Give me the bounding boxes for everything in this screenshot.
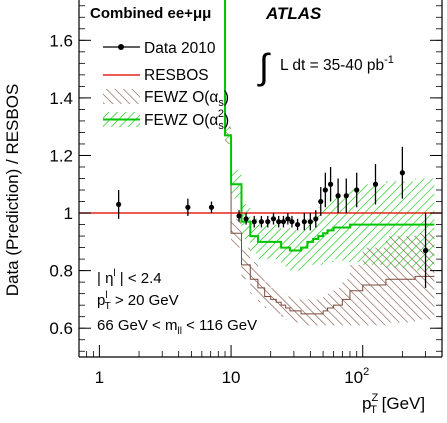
integral-symbol: ∫ [257, 46, 271, 87]
data-point [372, 164, 379, 205]
data-point [313, 210, 319, 228]
y-axis-title: Data (Prediction) / RESBOS [3, 84, 22, 297]
y-tick-label: 0.6 [49, 319, 73, 338]
data-point [276, 215, 282, 228]
cut-mass-label: 66 GeV < mll < 116 GeV [97, 317, 257, 337]
svg-text:FEWZ O(αs): FEWZ O(αs) [144, 89, 229, 109]
x-tick-label-100: 102 [344, 366, 369, 387]
fewz1-band [225, 0, 435, 326]
data-point [280, 215, 287, 228]
cut-pt-label: pl T > 20 GeV [97, 290, 179, 312]
data-point [236, 210, 242, 222]
data-point [343, 178, 349, 214]
data-point [327, 166, 334, 202]
x-axis-title: pZ T [GeV] [362, 392, 425, 416]
combined-label: Combined ee+μμ [90, 5, 211, 22]
fewz1-line [224, 0, 435, 315]
data-point [270, 213, 277, 225]
y-tick-label: 0.8 [49, 262, 73, 281]
data-point [301, 213, 307, 231]
y-tick-label: 1.4 [49, 89, 73, 108]
legend-entry-resbos: RESBOS [103, 67, 209, 84]
atlas-label: ATLAS [265, 4, 322, 23]
lumi-label: L dt = 35-40 pb-1 [280, 54, 394, 74]
axis-labels: Data (Prediction) / RESBOS pZ T [GeV] [3, 84, 425, 416]
data-point [289, 215, 295, 228]
cut-eta-label: | ηl | < 2.4 [97, 268, 162, 287]
data-point [243, 213, 249, 225]
data-point [185, 198, 191, 216]
data-point [422, 213, 429, 288]
data-point [354, 172, 360, 208]
x-tick-label: 1 [95, 368, 104, 387]
data-point [265, 215, 271, 228]
data-point [335, 178, 341, 214]
data-point [285, 213, 291, 225]
data-point [251, 215, 257, 228]
data-point [322, 172, 328, 208]
axes: 0.6 0.8 1 1.2 1.4 1.6 1 10 102 [49, 0, 443, 387]
data-point [294, 218, 301, 231]
legend-entry-fewz2: FEWZ O(αs2) [103, 108, 229, 132]
legend-entry-fewz1: FEWZ O(αs) [103, 89, 229, 109]
fewz2-band [225, 0, 435, 271]
prediction-bands [225, 0, 435, 326]
y-tick-label: 1.2 [49, 146, 73, 165]
data-point [307, 213, 313, 231]
data-point [208, 201, 215, 214]
y-tick-label: 1.6 [49, 31, 73, 50]
svg-text:FEWZ O(αs2): FEWZ O(αs2) [144, 108, 229, 132]
data-point [258, 215, 265, 228]
svg-text:RESBOS: RESBOS [144, 67, 209, 84]
data-point [399, 146, 405, 199]
svg-text:Data 2010: Data 2010 [144, 40, 216, 57]
x-tick-label: 10 [222, 368, 241, 387]
fewz2-line [224, 0, 435, 252]
data-point [116, 190, 122, 219]
data-point [318, 187, 324, 216]
legend-entry-data: Data 2010 [103, 40, 216, 57]
prediction-lines [79, 0, 442, 315]
data-points [116, 146, 429, 288]
y-tick-label: 1 [64, 204, 73, 223]
legend: Combined ee+μμ ATLAS ∫ L dt = 35-40 pb-1… [90, 4, 394, 337]
